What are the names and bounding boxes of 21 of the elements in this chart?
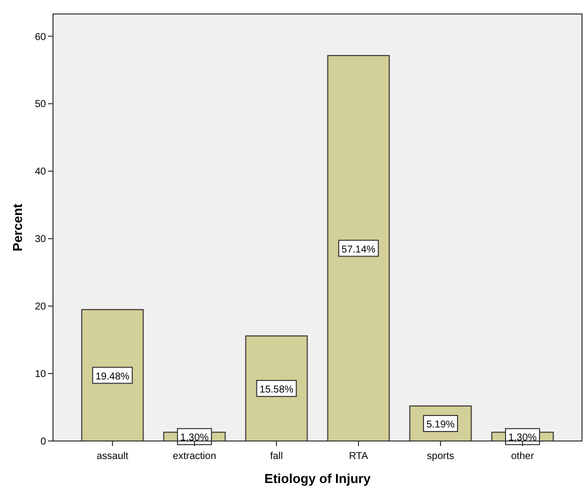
y-tick-label: 20	[34, 302, 46, 313]
y-axis-title: Percent	[10, 202, 25, 252]
data-label: 1.30%	[508, 432, 537, 444]
x-tick-label: fall	[270, 451, 283, 462]
y-tick-label: 40	[34, 166, 46, 178]
y-tick-label: 10	[34, 369, 46, 380]
x-axis-title: Etiology of Injury	[264, 471, 372, 486]
x-tick-label: extraction	[172, 451, 216, 462]
y-tick-label: 0	[40, 436, 46, 448]
data-label: 15.58%	[260, 384, 294, 396]
y-tick-label: 30	[34, 234, 46, 246]
data-label: 19.48%	[96, 371, 130, 382]
data-label: 5.19%	[426, 419, 455, 430]
x-tick-label: RTA	[348, 451, 368, 462]
x-tick-label: sports	[426, 451, 454, 462]
data-label: 57.14%	[342, 244, 376, 256]
x-tick-label: assault	[96, 451, 129, 462]
y-tick-label: 60	[34, 32, 46, 43]
y-tick-label: 50	[34, 99, 46, 110]
x-tick-label: other	[511, 451, 535, 462]
data-label: 1.30%	[180, 432, 209, 444]
